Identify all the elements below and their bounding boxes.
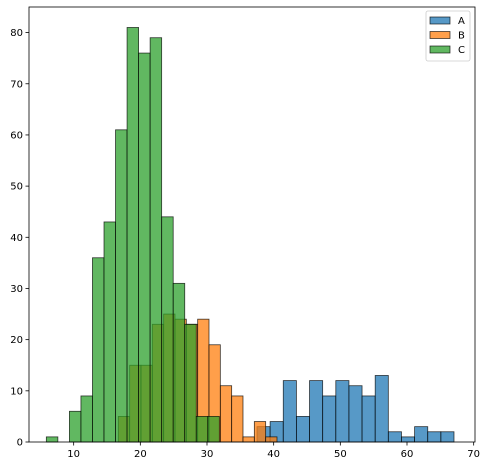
bar-C-11: [172, 282, 186, 443]
y-tick-label: 80: [10, 28, 23, 39]
y-axis: 0 10 20 30 40 50 60 70 80: [10, 28, 29, 449]
legend-swatch-A: [429, 16, 451, 25]
y-tick-label: 20: [10, 335, 23, 346]
x-tick-label: 10: [67, 449, 80, 460]
bar-C-10: [161, 216, 174, 443]
axes-frame: [28, 6, 476, 443]
bar-A-9: [374, 375, 389, 443]
bar-B-12: [253, 421, 267, 443]
x-tick-label: 70: [467, 449, 480, 460]
x-tick-label: 30: [201, 449, 214, 460]
bar-C-2: [69, 410, 82, 443]
bar-A-7: [348, 385, 363, 443]
bar-C-9: [149, 37, 163, 443]
series-A: [256, 375, 455, 443]
bar-C-13: [195, 416, 209, 443]
bar-B-9: [219, 385, 233, 443]
legend-label-C: C: [458, 45, 465, 56]
x-tick-label: 40: [267, 449, 280, 460]
bar-B-10: [231, 395, 244, 443]
y-tick-label: 40: [10, 233, 23, 244]
bar-A-6: [335, 380, 350, 443]
bar-A-5: [322, 395, 337, 443]
bar-C-8: [138, 52, 151, 443]
bar-C-12: [184, 323, 197, 443]
bar-C-5: [103, 221, 116, 443]
legend-label-B: B: [458, 31, 465, 42]
legend-swatch-C: [429, 45, 451, 54]
legend-label-A: A: [458, 16, 465, 27]
bar-C-3: [80, 395, 93, 443]
bar-B-13: [265, 436, 278, 443]
y-tick-label: 30: [10, 284, 23, 295]
bar-C-4: [92, 257, 105, 443]
bar-A-2: [282, 380, 297, 443]
y-tick-label: 0: [17, 438, 23, 449]
bars-layer: [45, 27, 455, 443]
bar-A-12: [414, 426, 429, 443]
bar-C-6: [115, 129, 128, 443]
legend: ABC: [425, 10, 471, 62]
bar-C-14: [207, 416, 220, 443]
x-tick-label: 50: [334, 449, 347, 460]
y-tick-label: 60: [10, 130, 23, 141]
bar-A-4: [309, 380, 324, 443]
x-tick-label: 20: [134, 449, 147, 460]
bar-C-0: [45, 436, 59, 443]
legend-swatch-B: [429, 31, 451, 39]
y-tick-label: 50: [10, 182, 23, 193]
y-tick-label: 10: [10, 386, 23, 397]
x-tick-label: 60: [401, 449, 414, 460]
y-tick-label: 70: [10, 79, 23, 90]
series-C: [45, 27, 220, 443]
bar-A-14: [440, 431, 455, 443]
bar-A-8: [361, 395, 376, 443]
bar-A-11: [401, 436, 416, 443]
x-axis: 10 20 30 40 50 60 70: [67, 442, 480, 460]
bar-B-11: [242, 436, 255, 443]
bar-A-13: [427, 431, 442, 443]
bar-A-10: [387, 431, 402, 443]
bar-C-7: [126, 27, 139, 443]
bar-A-3: [295, 416, 310, 443]
